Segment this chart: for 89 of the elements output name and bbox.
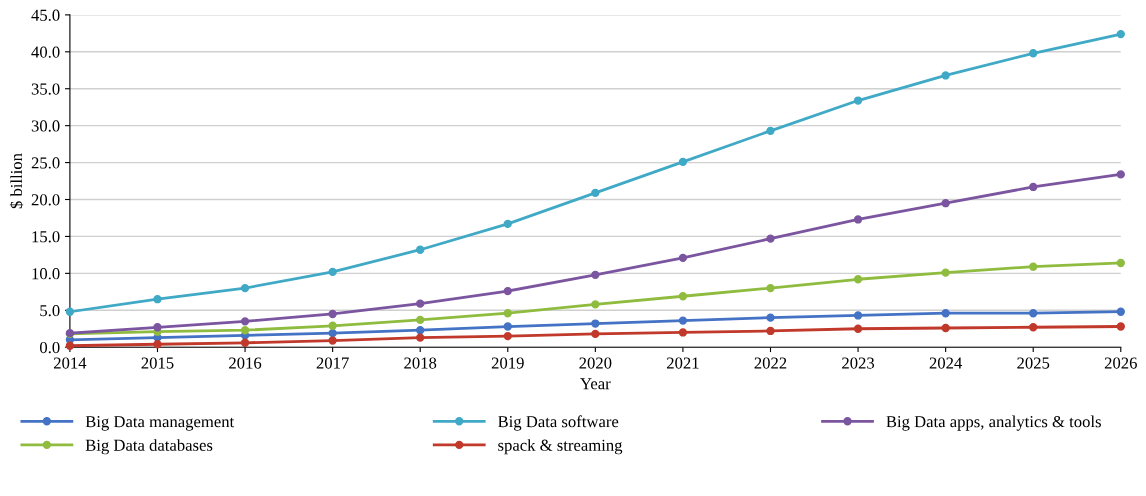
x-axis-title: Year	[580, 378, 611, 390]
x-tick-label: 2016	[229, 357, 262, 369]
point	[416, 245, 425, 254]
point	[591, 300, 600, 309]
x-tick-label: 2019	[491, 357, 524, 369]
point	[328, 309, 337, 319]
legend-label: Big Data management	[85, 416, 235, 431]
point	[1029, 323, 1038, 332]
point	[503, 331, 512, 341]
point	[328, 321, 337, 330]
point	[1029, 262, 1038, 271]
point	[416, 326, 425, 335]
point	[153, 295, 162, 304]
point	[240, 317, 250, 326]
point	[678, 328, 688, 337]
y-tick-label: 35.0	[31, 83, 60, 95]
x-tick-label: 2018	[404, 357, 437, 369]
point	[766, 313, 775, 322]
y-tick-label: 45.0	[31, 9, 60, 21]
point	[853, 311, 863, 320]
legend-label: spack & streaming	[498, 439, 623, 455]
y-tick-label: 5.0	[40, 304, 60, 317]
x-tick-label: 2022	[754, 357, 787, 369]
point	[853, 324, 863, 333]
point	[591, 270, 600, 279]
x-tick-label: 2021	[666, 357, 699, 369]
legend-label: Big Data databases	[85, 439, 213, 455]
point	[240, 283, 250, 293]
point	[328, 329, 337, 338]
point	[1116, 29, 1125, 39]
point	[853, 215, 863, 224]
point	[65, 307, 75, 316]
point	[416, 315, 425, 325]
point	[153, 323, 162, 332]
x-tick-label: 2026	[1104, 357, 1137, 369]
x-tick-label: 2014	[53, 357, 87, 369]
point	[240, 326, 250, 335]
point	[1116, 170, 1125, 179]
point	[766, 326, 775, 336]
point	[853, 275, 863, 284]
point	[941, 71, 950, 80]
point	[941, 199, 950, 208]
point	[328, 336, 337, 345]
point	[328, 267, 337, 277]
point	[1029, 182, 1038, 192]
point	[503, 322, 512, 331]
y-tick-label: 25.0	[31, 157, 60, 169]
y-tick-label: 40.0	[31, 46, 60, 58]
point	[416, 333, 425, 342]
point	[766, 234, 775, 243]
point	[503, 219, 512, 229]
point	[240, 338, 250, 347]
x-tick-label: 2024	[929, 357, 963, 369]
y-axis-title: $ billion	[9, 153, 24, 209]
point	[766, 283, 775, 293]
legend-label: Big Data apps, analytics & tools	[886, 415, 1101, 431]
y-tick-label: 15.0	[32, 231, 60, 243]
point	[941, 309, 950, 318]
point	[591, 319, 600, 328]
point	[153, 340, 162, 349]
point	[1029, 49, 1038, 58]
point	[65, 341, 75, 350]
x-tick-label: 2020	[579, 357, 612, 369]
y-tick-label: 20.0	[31, 194, 60, 206]
point	[503, 286, 512, 296]
x-tick-label: 2017	[316, 357, 349, 369]
point	[678, 157, 688, 167]
point	[1116, 307, 1125, 316]
point	[766, 126, 775, 135]
point	[678, 316, 688, 325]
point	[591, 329, 600, 339]
point	[591, 188, 600, 198]
point	[678, 253, 688, 263]
legend-label: Big Data software	[498, 415, 619, 431]
y-tick-label: 30.0	[31, 120, 60, 132]
point	[1029, 309, 1038, 318]
point	[853, 96, 863, 105]
point	[678, 292, 688, 301]
point	[1116, 322, 1125, 331]
x-tick-label: 2023	[842, 357, 875, 369]
y-tick-label: 0.0	[39, 341, 60, 354]
x-tick-label: 2015	[141, 357, 174, 369]
point	[941, 323, 950, 333]
point	[503, 309, 512, 318]
point	[416, 299, 425, 308]
point	[1116, 258, 1125, 268]
y-tick-label: 10.0	[32, 268, 60, 280]
x-tick-label: 2025	[1017, 357, 1050, 369]
point	[941, 268, 950, 277]
